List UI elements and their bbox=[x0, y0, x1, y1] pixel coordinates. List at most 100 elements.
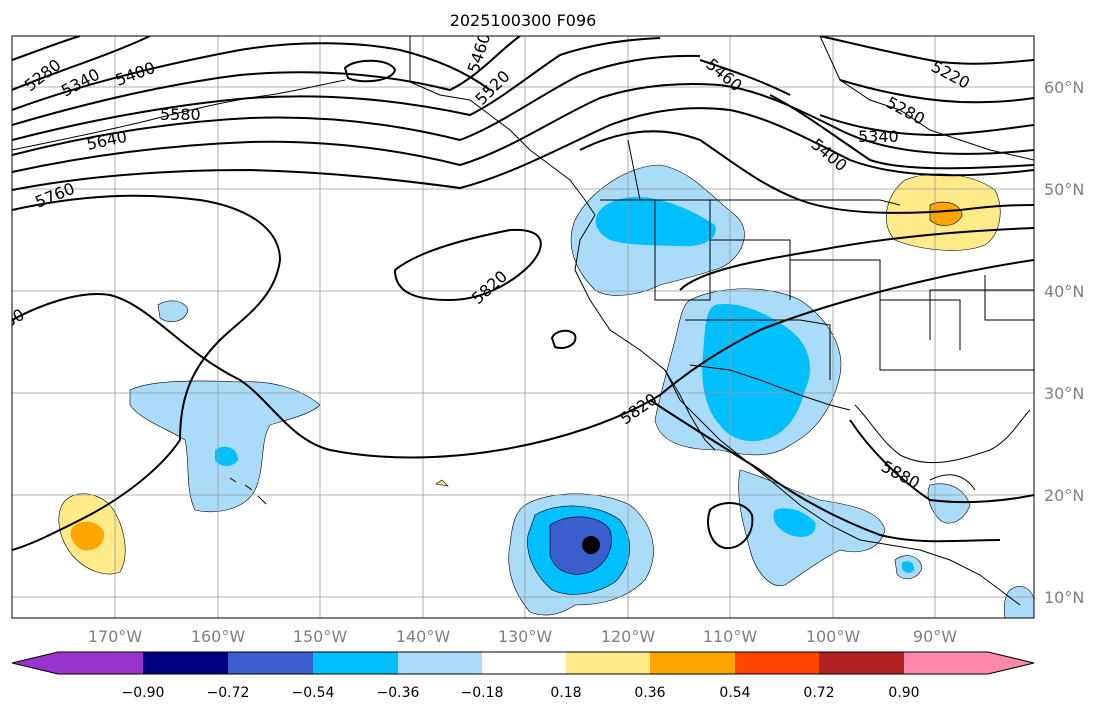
colorbar-tick-label: −0.54 bbox=[292, 685, 335, 701]
colorbar-extend-right bbox=[988, 652, 1034, 674]
contour-label: 5340 bbox=[858, 127, 899, 146]
negative-region-hawaii bbox=[129, 380, 321, 513]
state-lines-2 bbox=[710, 239, 791, 300]
lon-label: 170°W bbox=[88, 627, 143, 646]
height-contours bbox=[12, 36, 1034, 551]
negative-region-south-corner bbox=[1003, 586, 1034, 618]
contour-5760 bbox=[12, 194, 282, 551]
lat-label: 60°N bbox=[1044, 78, 1084, 97]
lat-label: 40°N bbox=[1044, 282, 1084, 301]
contour-5460 bbox=[12, 36, 521, 126]
contour-5640 bbox=[12, 82, 1034, 173]
state-lines-7 bbox=[929, 289, 1034, 340]
lon-label: 140°W bbox=[396, 627, 451, 646]
contour-5580 bbox=[12, 54, 701, 156]
negative-region-hawaii-core bbox=[215, 446, 238, 466]
colorbar-tick-label: 0.54 bbox=[719, 685, 750, 701]
hudson-bay-coast bbox=[819, 36, 1034, 161]
lat-label: 20°N bbox=[1044, 486, 1084, 505]
hawaii-islands bbox=[229, 477, 267, 505]
us-mexico-border bbox=[689, 364, 851, 411]
central-america-coast bbox=[889, 544, 1021, 606]
colorbar-tick-label: −0.18 bbox=[461, 685, 504, 701]
colorbar-segment bbox=[58, 652, 143, 674]
negative-region-mexico-core bbox=[773, 508, 816, 537]
lat-label: 50°N bbox=[1044, 180, 1084, 199]
contour-5280-west bbox=[12, 36, 81, 61]
gulf-coast bbox=[854, 404, 1031, 464]
contour-5880 bbox=[649, 399, 1001, 543]
contour-ring-small bbox=[550, 329, 577, 349]
lon-label: 110°W bbox=[703, 627, 758, 646]
colorbar-segment bbox=[566, 652, 650, 674]
negative-region-southwest-core bbox=[702, 304, 810, 442]
contour-5880-east bbox=[849, 419, 1034, 504]
contour-east-5400 bbox=[769, 94, 1034, 170]
colorbar-tick-label: −0.36 bbox=[377, 685, 420, 701]
colorbar-ticks: −0.90 −0.72 −0.54 −0.36 −0.18 0.18 0.36 … bbox=[122, 685, 920, 701]
alaska-coast bbox=[409, 36, 596, 216]
lat-label: 10°N bbox=[1044, 588, 1084, 607]
state-lines-1 bbox=[654, 200, 711, 301]
map-frame bbox=[11, 35, 1035, 619]
colorbar-segment bbox=[819, 652, 904, 674]
contour-label: 5580 bbox=[160, 105, 201, 124]
state-lines-5 bbox=[879, 300, 1034, 371]
negative-region-pacific-small bbox=[157, 300, 189, 323]
contour-5520 bbox=[12, 37, 661, 141]
contour-east-5340 bbox=[819, 114, 1034, 137]
aleutian-chain bbox=[12, 79, 346, 151]
negative-region-caribbean-small-core bbox=[902, 561, 915, 573]
contour-east-5220 bbox=[819, 36, 1034, 65]
contour-east-5460 bbox=[699, 59, 791, 96]
contour-5820-loop bbox=[393, 228, 542, 302]
colorbar-outline bbox=[11, 651, 1035, 675]
positive-region-tiny bbox=[435, 479, 449, 487]
west-coast bbox=[574, 214, 891, 546]
negative-region-cyclone-core bbox=[549, 516, 612, 575]
yucatan bbox=[929, 474, 976, 491]
negative-region-northwest-core bbox=[595, 197, 716, 247]
map-panel: 5280 5340 5400 5580 5640 5760 5820 5820 … bbox=[12, 36, 1034, 618]
state-lines-3 bbox=[685, 319, 831, 380]
contour-5340-west bbox=[12, 36, 151, 91]
anomaly-shading bbox=[58, 164, 1034, 618]
figure-title: 2025100300 F096 bbox=[450, 11, 597, 30]
contour-5700 bbox=[12, 107, 1034, 191]
longitude-labels: 170°W 160°W 150°W 140°W 130°W 120°W 110°… bbox=[88, 627, 957, 646]
colorbar-tick-label: 0.72 bbox=[803, 685, 834, 701]
contour-5760-east bbox=[579, 130, 1034, 214]
contour-ring-mexico bbox=[707, 502, 754, 550]
positive-region-pacific-southwest-core bbox=[70, 521, 105, 551]
lon-label: 100°W bbox=[806, 627, 861, 646]
colorbar-extend-left bbox=[12, 652, 58, 674]
colorbar-segment bbox=[228, 652, 313, 674]
negative-region-central-america bbox=[927, 483, 971, 524]
colorbar-segment bbox=[650, 652, 735, 674]
storm-center-marker bbox=[582, 536, 600, 554]
contour-ring-alaska bbox=[343, 59, 397, 83]
colorbar-segment bbox=[482, 652, 566, 674]
colorbar-segment bbox=[735, 652, 819, 674]
colorbar-tick-label: 0.18 bbox=[550, 685, 581, 701]
colorbar-segment bbox=[143, 652, 228, 674]
contour-east-5280 bbox=[839, 79, 1034, 104]
lon-label: 150°W bbox=[293, 627, 348, 646]
contour-5820-upper bbox=[679, 227, 1034, 291]
lon-label: 130°W bbox=[498, 627, 553, 646]
contour-5820-main bbox=[12, 259, 1034, 459]
bc-alberta-border bbox=[627, 139, 641, 201]
lon-label: 120°W bbox=[601, 627, 656, 646]
colorbar-tick-label: 0.36 bbox=[634, 685, 665, 701]
colorbar-tick-label: −0.72 bbox=[207, 685, 250, 701]
colorbar-segment bbox=[313, 652, 398, 674]
lon-label: 160°W bbox=[191, 627, 246, 646]
colorbar-tick-label: 0.90 bbox=[888, 685, 919, 701]
contour-5400-west bbox=[12, 42, 491, 111]
colorbar-segment bbox=[398, 652, 482, 674]
lat-label: 30°N bbox=[1044, 384, 1084, 403]
latitude-labels: 60°N 50°N 40°N 30°N 20°N 10°N bbox=[1044, 78, 1084, 607]
colorbar-segment bbox=[904, 652, 988, 674]
baja-california bbox=[664, 369, 716, 451]
